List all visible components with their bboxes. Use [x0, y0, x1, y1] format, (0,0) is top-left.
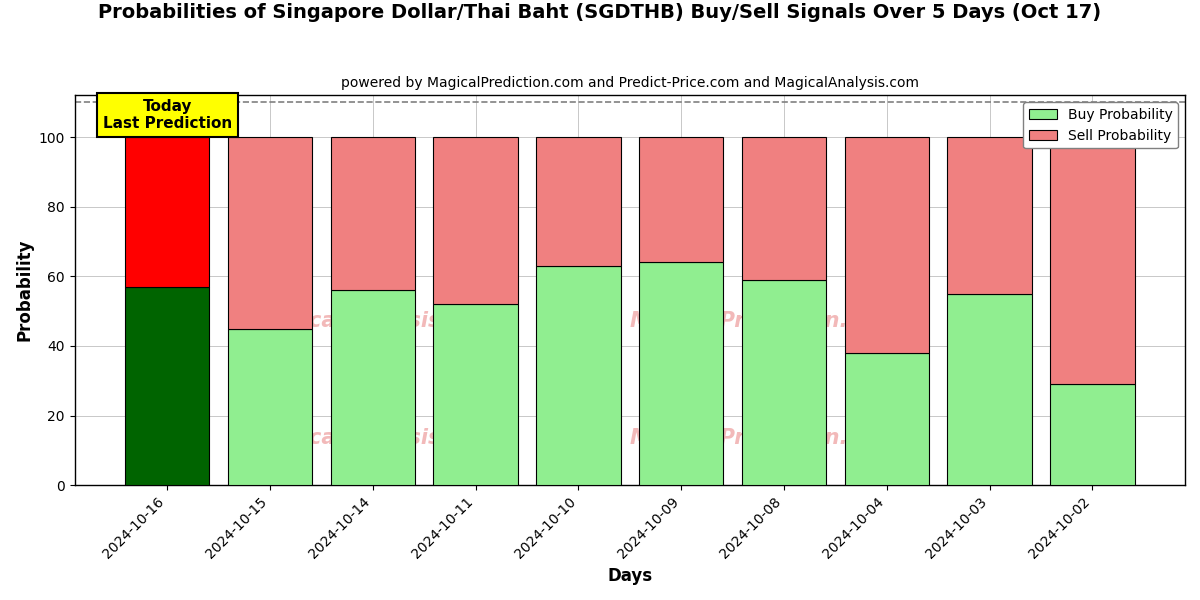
- Bar: [640, 262, 724, 485]
- Text: MagicalPrediction.com: MagicalPrediction.com: [630, 311, 896, 331]
- Text: Today
Last Prediction: Today Last Prediction: [103, 99, 232, 131]
- Bar: [331, 290, 415, 485]
- Bar: [125, 287, 210, 485]
- Text: MagicalPrediction.com: MagicalPrediction.com: [630, 428, 896, 448]
- Bar: [228, 329, 312, 485]
- Bar: [331, 137, 415, 290]
- Bar: [845, 353, 929, 485]
- Bar: [125, 137, 210, 287]
- Bar: [845, 137, 929, 353]
- X-axis label: Days: Days: [607, 567, 653, 585]
- Bar: [742, 280, 826, 485]
- Bar: [228, 137, 312, 329]
- Bar: [433, 304, 517, 485]
- Bar: [948, 294, 1032, 485]
- Y-axis label: Probability: Probability: [16, 239, 34, 341]
- Bar: [536, 266, 620, 485]
- Bar: [1050, 384, 1134, 485]
- Bar: [640, 137, 724, 262]
- Title: powered by MagicalPrediction.com and Predict-Price.com and MagicalAnalysis.com: powered by MagicalPrediction.com and Pre…: [341, 76, 919, 90]
- Bar: [948, 137, 1032, 294]
- Text: Probabilities of Singapore Dollar/Thai Baht (SGDTHB) Buy/Sell Signals Over 5 Day: Probabilities of Singapore Dollar/Thai B…: [98, 3, 1102, 22]
- Bar: [742, 137, 826, 280]
- Bar: [536, 137, 620, 266]
- Bar: [1050, 137, 1134, 384]
- Legend: Buy Probability, Sell Probability: Buy Probability, Sell Probability: [1024, 102, 1178, 148]
- Text: MagicalAnalysis.com: MagicalAnalysis.com: [252, 428, 497, 448]
- Text: MagicalAnalysis.com: MagicalAnalysis.com: [252, 311, 497, 331]
- Bar: [433, 137, 517, 304]
